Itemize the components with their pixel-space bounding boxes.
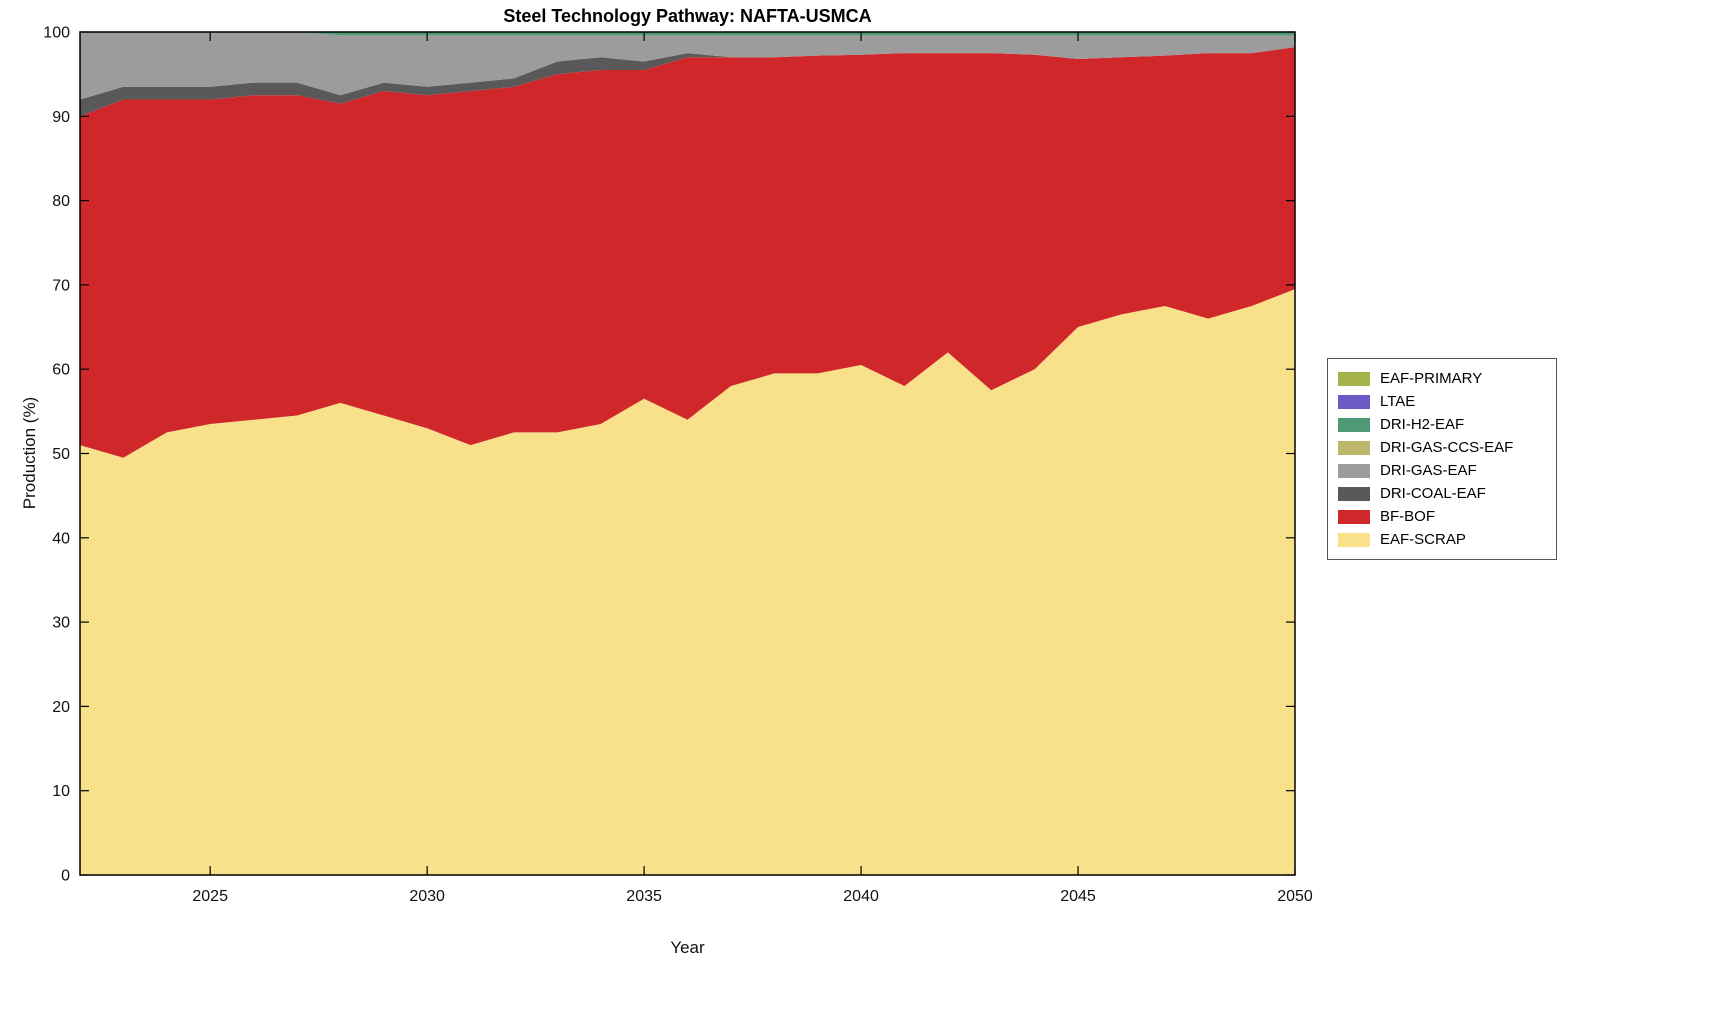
legend-swatch-dri-h2-eaf [1338,417,1370,432]
legend-label: BF-BOF [1380,508,1435,525]
y-tick-label: 50 [52,446,70,463]
legend-swatch-eaf-primary [1338,371,1370,386]
y-tick-label: 70 [52,277,70,294]
legend-item-dri-coal-eaf: DRI-COAL-EAF [1338,482,1544,505]
y-tick-label: 100 [43,25,70,42]
y-tick-label: 20 [52,699,70,716]
legend-item-bf-bof: BF-BOF [1338,505,1544,528]
legend-item-eaf-primary: EAF-PRIMARY [1338,367,1544,390]
area-eaf-scrap [80,289,1295,875]
y-tick-label: 10 [52,783,70,800]
x-tick-label: 2050 [1277,888,1313,905]
legend-swatch-dri-gas-eaf [1338,463,1370,478]
x-tick-label: 2025 [192,888,228,905]
legend-label: LTAE [1380,393,1416,410]
area-dri-h2-eaf [80,32,1295,36]
chart-title: Steel Technology Pathway: NAFTA-USMCA [503,6,872,26]
legend-label: DRI-COAL-EAF [1380,485,1486,502]
area-bf-bof [80,47,1295,458]
x-axis-label: Year [670,938,705,957]
x-tick-label: 2035 [626,888,662,905]
x-tick-label: 2045 [1060,888,1096,905]
legend-item-eaf-scrap: EAF-SCRAP [1338,528,1544,551]
y-tick-label: 80 [52,193,70,210]
x-tick-label: 2040 [843,888,879,905]
y-tick-label: 30 [52,615,70,632]
legend-swatch-eaf-scrap [1338,532,1370,547]
legend-label: DRI-GAS-CCS-EAF [1380,439,1514,456]
legend-item-dri-h2-eaf: DRI-H2-EAF [1338,413,1544,436]
x-tick-label: 2030 [409,888,445,905]
legend-label: DRI-H2-EAF [1380,416,1465,433]
legend-item-dri-gas-eaf: DRI-GAS-EAF [1338,459,1544,482]
legend-swatch-dri-coal-eaf [1338,486,1370,501]
legend-label: DRI-GAS-EAF [1380,462,1477,479]
area-dri-gas-eaf [80,32,1295,100]
y-tick-label: 90 [52,109,70,126]
legend-swatch-ltae [1338,394,1370,409]
legend-swatch-dri-gas-ccs-eaf [1338,440,1370,455]
y-tick-label: 40 [52,530,70,547]
legend-label: EAF-PRIMARY [1380,370,1483,387]
y-axis-label: Production (%) [20,396,39,510]
legend-label: EAF-SCRAP [1380,531,1466,548]
legend-swatch-bf-bof [1338,509,1370,524]
legend: EAF-PRIMARY LTAE DRI-H2-EAF DRI-GAS-CCS-EAF… [1327,358,1557,560]
y-tick-label: 60 [52,362,70,379]
y-tick-label: 0 [61,868,70,885]
legend-item-dri-gas-ccs-eaf: DRI-GAS-CCS-EAF [1338,436,1544,459]
legend-item-ltae: LTAE [1338,390,1544,413]
